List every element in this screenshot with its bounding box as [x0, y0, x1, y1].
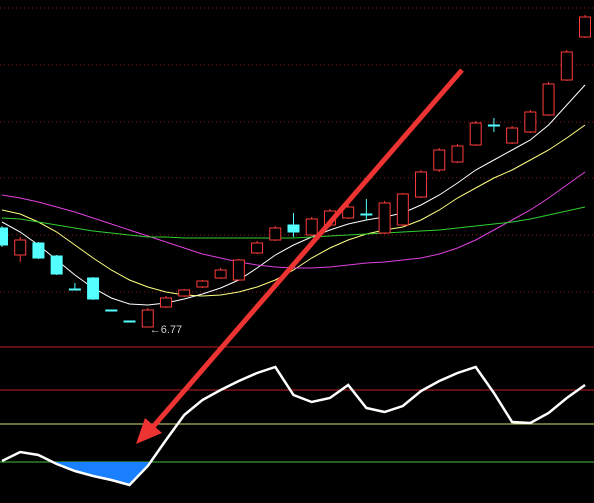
- candle-body: [0, 227, 8, 246]
- moving-average: [1, 206, 586, 239]
- candle-body: [178, 289, 191, 297]
- candle-body: [342, 206, 355, 219]
- candle-body: [14, 239, 27, 256]
- candle-body: [396, 193, 409, 226]
- moving-average: [1, 84, 586, 306]
- low-annotation: ←6.77: [150, 324, 182, 336]
- indicator-line: [1, 365, 586, 487]
- arrow-head: [136, 418, 162, 444]
- candle-body: [68, 288, 81, 291]
- candle-body: [451, 145, 464, 163]
- candle-body: [232, 259, 245, 281]
- candle-body: [214, 269, 227, 279]
- moving-average: [1, 124, 586, 297]
- candle-body: [487, 124, 500, 127]
- red-arrow: [136, 68, 464, 444]
- candle-body: [433, 149, 446, 171]
- candle-body: [287, 224, 300, 233]
- candle-body: [251, 242, 264, 254]
- candle-body: [105, 309, 118, 312]
- arrow-shaft: [150, 68, 464, 430]
- candle-body: [579, 16, 591, 38]
- candle-body: [32, 242, 45, 259]
- candle-body: [87, 277, 100, 300]
- candle-body: [560, 51, 573, 81]
- candle-body: [506, 127, 519, 144]
- candle-body: [524, 111, 537, 133]
- candle-body: [141, 309, 154, 328]
- oversold-fill: [52, 462, 151, 485]
- candle-body: [123, 320, 136, 323]
- candle-body: [378, 202, 391, 234]
- candle-body: [415, 171, 428, 198]
- candle-body: [269, 227, 282, 241]
- candle-body: [196, 280, 209, 288]
- candle-body: [542, 83, 555, 116]
- candle-body: [360, 213, 373, 216]
- candle-body: [159, 297, 172, 308]
- candle-body: [305, 218, 318, 236]
- candle-body: [50, 255, 63, 275]
- candle-body: [469, 122, 482, 146]
